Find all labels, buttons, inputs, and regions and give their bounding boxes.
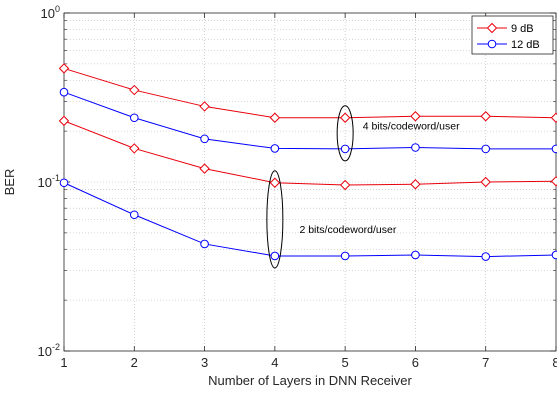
data-point-circle [340, 251, 350, 261]
series-line [63, 182, 557, 258]
series-line [63, 67, 557, 119]
data-point-circle [59, 87, 69, 97]
annotations: 4 bits/codeword/user 2 bits/codeword/user [266, 105, 460, 269]
data-point-diamond [480, 111, 491, 122]
data-point-circle [59, 178, 69, 188]
series-12-db-3 [59, 178, 557, 261]
data-point-diamond [550, 112, 557, 123]
data-point-diamond [269, 177, 281, 188]
legend-label: 12 dB [511, 39, 540, 51]
data-point-diamond [486, 22, 498, 34]
data-point-diamond [410, 111, 421, 122]
series-line [63, 91, 556, 150]
data-point-diamond [339, 112, 351, 123]
x-tick-label: 1 [60, 355, 67, 370]
x-tick-label: 2 [131, 355, 138, 370]
data-point-circle [270, 251, 280, 261]
data-point-diamond [199, 101, 210, 112]
data-point-circle [270, 144, 280, 153]
data-point-circle [551, 250, 557, 260]
data-point-diamond [339, 179, 351, 191]
y-axis-label: BER [2, 169, 17, 196]
x-tick-label: 8 [552, 355, 557, 370]
data-point-circle [200, 134, 209, 144]
data-point-circle [487, 39, 497, 49]
data-point-circle [411, 250, 420, 260]
x-axis-label: Number of Layers in DNN Receiver [208, 373, 412, 388]
data-point-diamond [269, 112, 281, 123]
annotation-ellipse [266, 170, 284, 269]
x-tick-label: 6 [412, 355, 419, 370]
legend-label: 9 dB [511, 23, 534, 35]
series-9-db-0 [58, 63, 557, 123]
data-point-diamond [410, 179, 421, 190]
data-point-diamond [129, 84, 140, 96]
legend: 9 dB 12 dB [471, 15, 554, 55]
x-tick-label: 7 [482, 355, 489, 370]
data-point-diamond [550, 176, 557, 187]
series-line [63, 120, 557, 186]
data-point-diamond [58, 63, 70, 74]
annotation-label: 2 bits/codeword/user [299, 224, 396, 236]
legend-item: 12 dB [477, 39, 540, 51]
data-point-circle [340, 144, 350, 154]
x-tick-label: 5 [342, 355, 349, 370]
y-tick-label: 10-1 [38, 173, 60, 190]
series-layer [58, 63, 557, 261]
axis-ticks: 1 2 3 4 5 6 7 8 100 10-1 10-2 [38, 4, 557, 370]
x-tick-label: 4 [271, 355, 278, 370]
data-point-circle [481, 252, 491, 261]
data-point-circle [551, 144, 557, 154]
data-point-diamond [199, 163, 210, 174]
data-point-diamond [58, 115, 70, 127]
y-tick-label: 100 [41, 4, 60, 21]
data-point-circle [411, 143, 420, 152]
legend-box [471, 15, 554, 55]
legend-item: 9 dB [477, 22, 534, 35]
data-point-circle [129, 210, 139, 220]
x-tick-label: 3 [201, 355, 208, 370]
data-point-circle [129, 113, 139, 123]
series-12-db-1 [59, 87, 557, 154]
data-point-circle [200, 239, 209, 249]
data-point-circle [481, 144, 491, 154]
y-tick-label: 10-2 [38, 342, 60, 359]
series-9-db-2 [58, 115, 557, 191]
annotation-ellipse [336, 105, 354, 162]
data-point-diamond [129, 143, 140, 154]
data-point-diamond [480, 176, 491, 188]
annotation-label: 4 bits/codeword/user [363, 120, 460, 132]
